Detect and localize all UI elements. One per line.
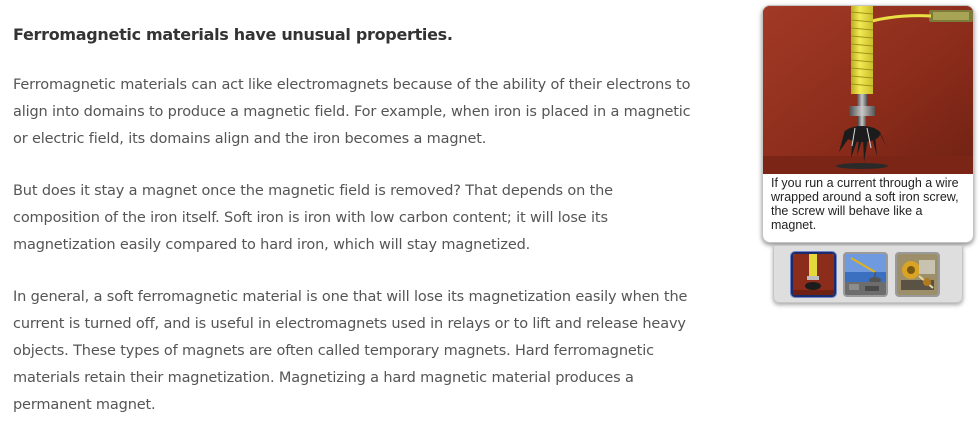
electromagnet-screw-photo — [763, 6, 973, 174]
article-heading: Ferromagnetic materials have unusual pro… — [13, 25, 453, 44]
junkyard-crane-thumbnail-icon — [845, 254, 886, 295]
electromagnet-thumbnail-icon — [793, 254, 834, 295]
thumbnail-relay-machine[interactable] — [895, 252, 940, 297]
thumbnail-junkyard-crane[interactable] — [843, 252, 888, 297]
media-caption: If you run a current through a wire wrap… — [771, 176, 959, 232]
article: Ferromagnetic materials have unusual pro… — [13, 23, 703, 419]
thumbnail-electromagnet-screw[interactable] — [791, 252, 836, 297]
electromagnet-screw-image — [763, 6, 973, 174]
media-card: If you run a current through a wire wrap… — [762, 5, 974, 243]
relay-machine-thumbnail-icon — [897, 254, 938, 295]
thumbnail-strip — [773, 245, 963, 303]
article-paragraph: But does it stay a magnet once the magne… — [13, 183, 613, 253]
article-paragraph: Ferromagnetic materials can act like ele… — [13, 77, 691, 147]
article-paragraph: In general, a soft ferromagnetic materia… — [13, 289, 688, 413]
